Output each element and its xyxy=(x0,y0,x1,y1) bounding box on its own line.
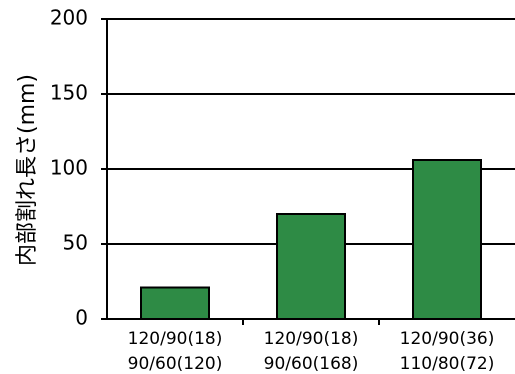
x-category-label-line1: 120/90(18) xyxy=(128,329,223,349)
y-tick-labels: 0 50 100 150 200 xyxy=(50,6,88,330)
axes xyxy=(101,18,515,325)
y-tick-label: 0 xyxy=(75,306,88,330)
y-tick-label: 200 xyxy=(50,6,88,30)
x-category-label-line1: 120/90(18) xyxy=(264,329,359,349)
bars xyxy=(140,159,482,320)
bar xyxy=(412,159,482,320)
x-category-label-line1: 120/90(36) xyxy=(400,329,495,349)
y-axis-label: 内部割れ長さ(mm) xyxy=(15,74,40,266)
x-category-label-line2: 90/60(168) xyxy=(264,354,359,374)
bar xyxy=(140,286,210,320)
x-category-labels: 120/90(18) 90/60(120) 120/90(18) 90/60(168)… xyxy=(128,329,495,374)
y-tick-label: 150 xyxy=(50,81,88,105)
bar xyxy=(276,213,346,320)
x-category-label-line2: 110/80(72) xyxy=(400,354,495,374)
y-tick-label: 100 xyxy=(50,156,88,180)
y-tick-label: 50 xyxy=(63,231,88,255)
x-category-label-line2: 90/60(120) xyxy=(128,354,223,374)
